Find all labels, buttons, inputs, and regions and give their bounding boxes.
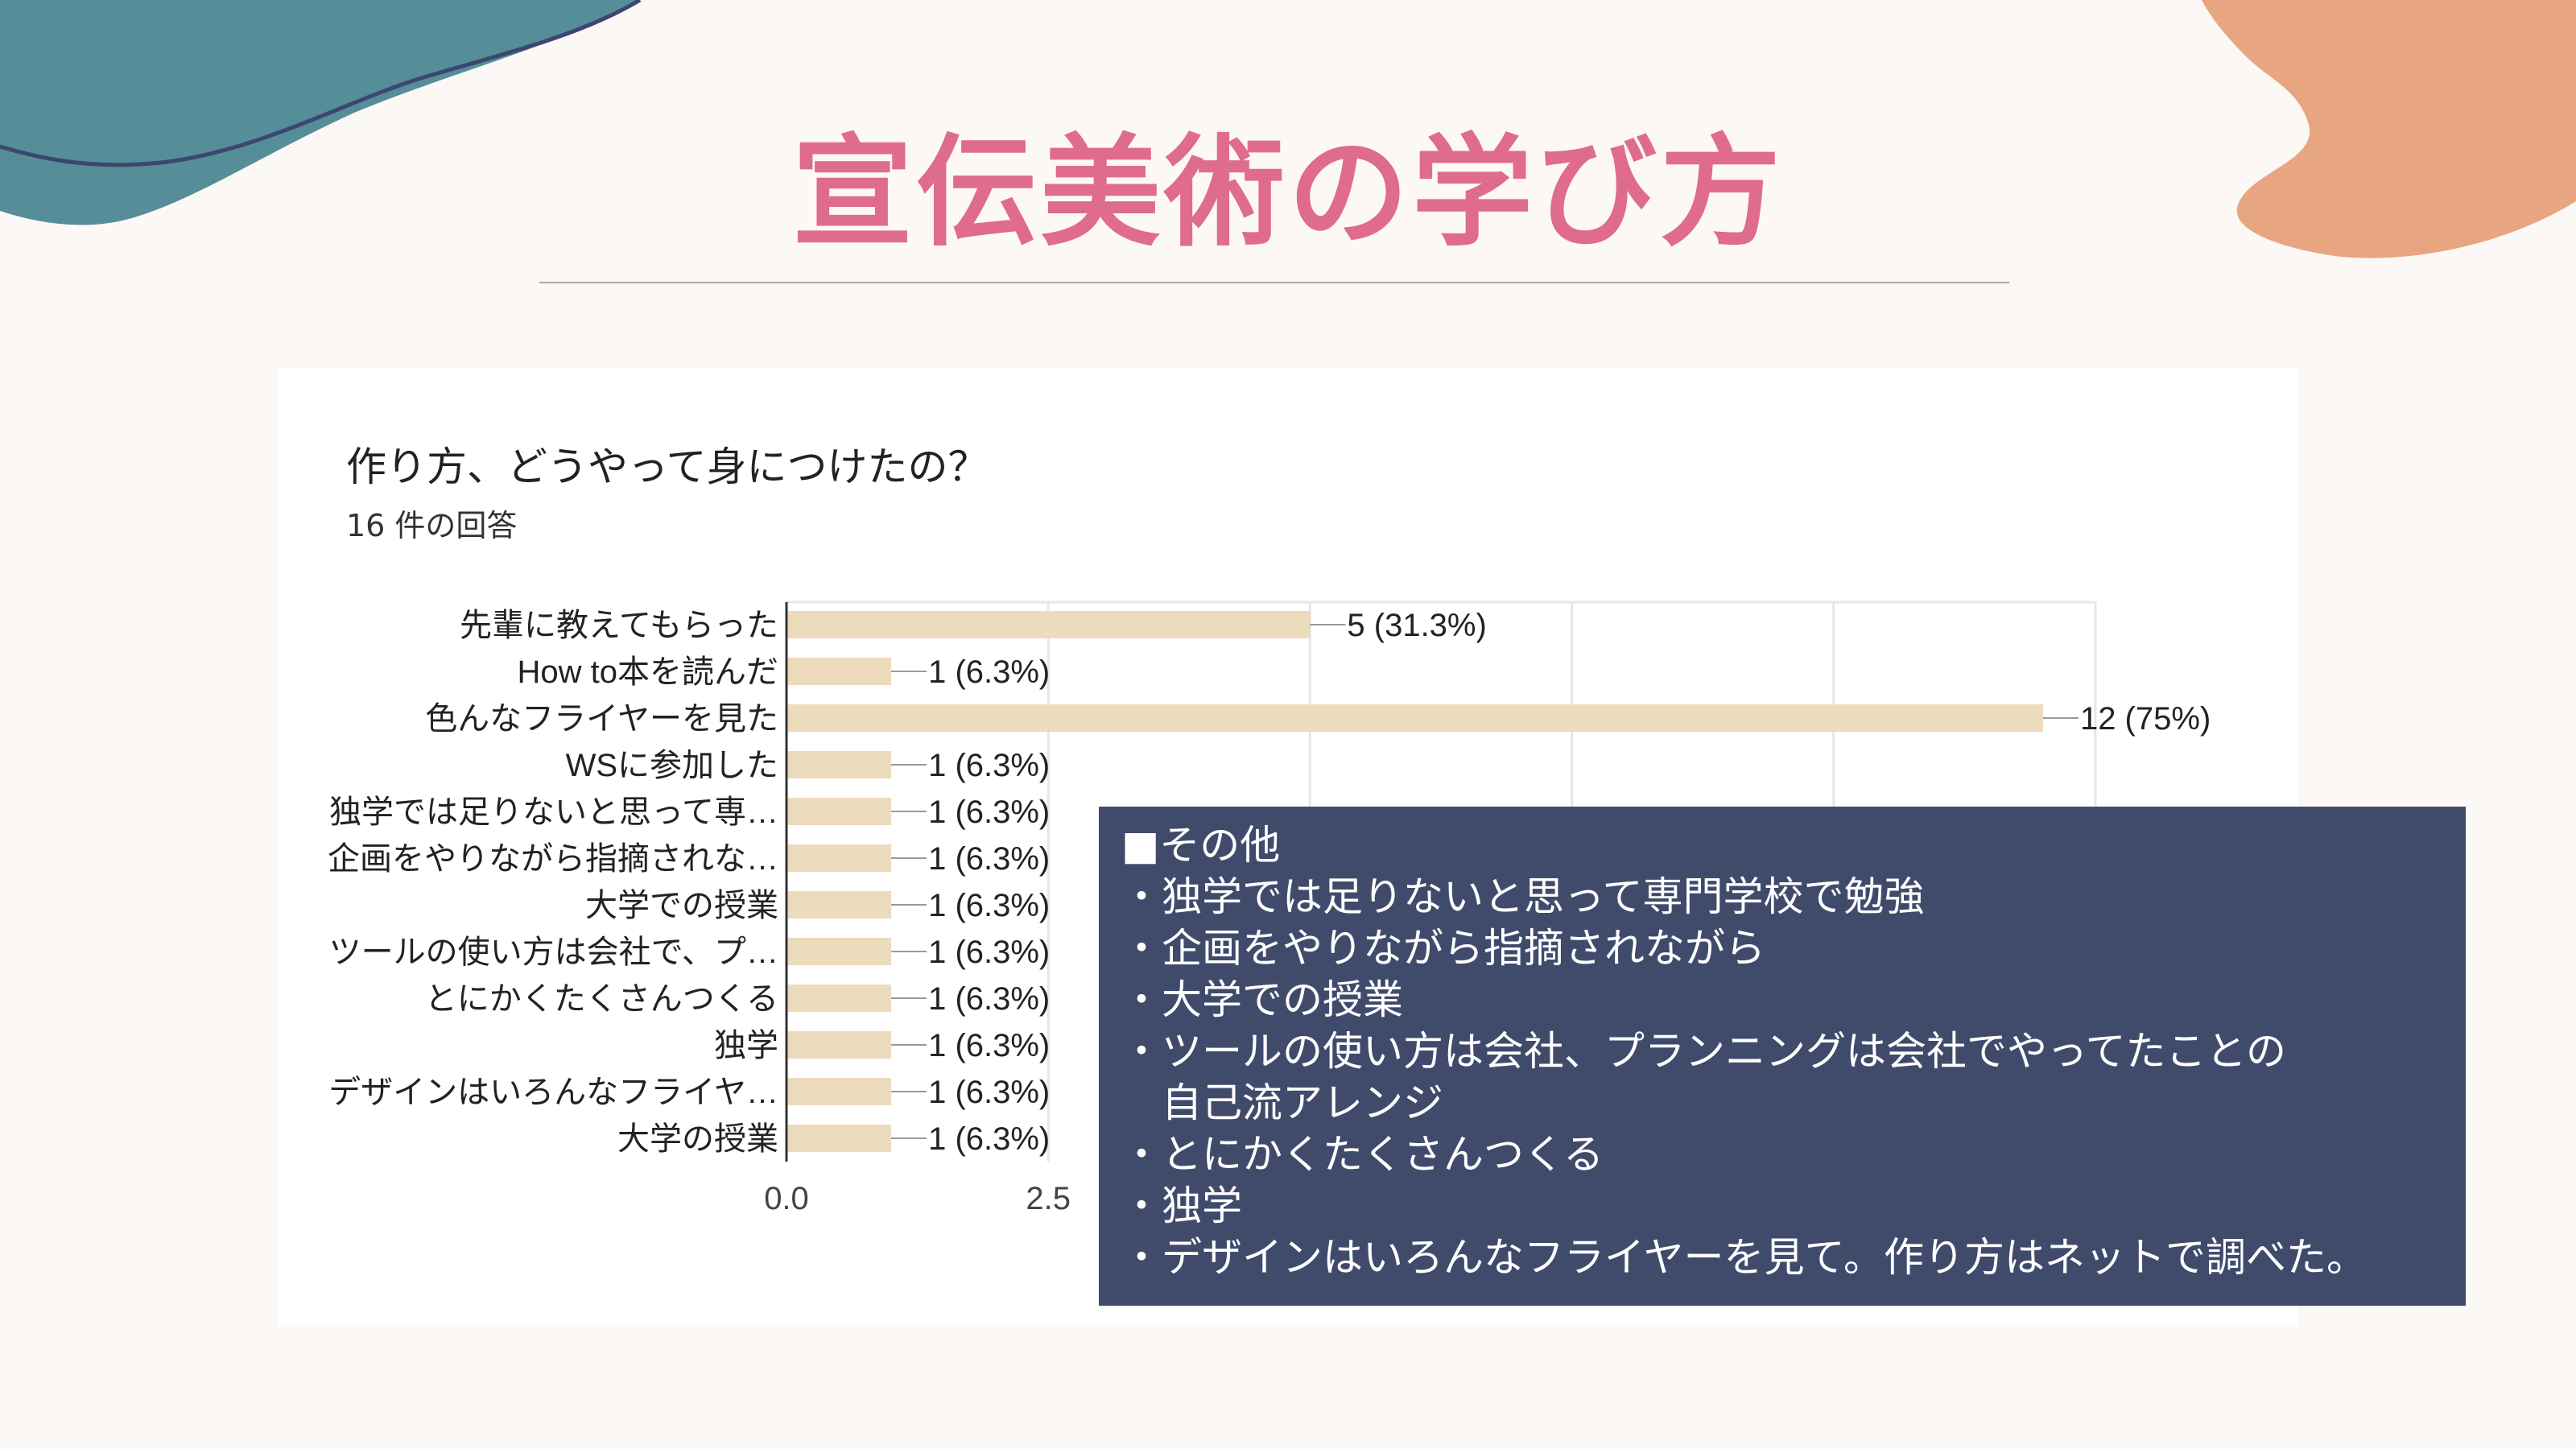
data-label: 1 (6.3%) <box>928 935 1050 970</box>
data-label: 1 (6.3%) <box>928 841 1050 877</box>
data-label: 1 (6.3%) <box>928 654 1050 690</box>
data-label: 1 (6.3%) <box>928 1121 1050 1157</box>
peach-blob <box>2202 0 2576 258</box>
other-answers-list: ・独学では足りないと思って専門学校で勉強 ・企画をやりながら指摘されながら ・大学で… <box>1121 871 2443 1283</box>
category-label: 色んなフライヤーを見た <box>425 701 778 737</box>
bar <box>786 844 892 872</box>
category-label: とにかくたくさんつくる <box>425 981 778 1017</box>
other-answer-item: ・デザインはいろんなフライヤーを見て。作り方はネットで調べた。 <box>1121 1234 2367 1281</box>
category-label: デザインはいろんなフライヤ… <box>328 1075 778 1110</box>
bar <box>786 798 892 825</box>
category-label: 独学 <box>714 1028 778 1063</box>
other-answer-item: ・大学での授業 <box>1121 976 1403 1023</box>
bar <box>786 985 892 1012</box>
category-label: 大学の授業 <box>617 1121 778 1157</box>
data-label: 1 (6.3%) <box>928 1075 1050 1110</box>
data-label: 1 (6.3%) <box>928 888 1050 923</box>
other-answer-item: ・独学では足りないと思って専門学校で勉強 <box>1121 873 1925 920</box>
category-label: ツールの使い方は会社で、プ… <box>329 935 778 970</box>
bar <box>786 751 892 778</box>
teal-blob <box>0 0 640 225</box>
data-label: 1 (6.3%) <box>928 1028 1050 1063</box>
chart-response-count: 16 件の回答 <box>346 508 518 543</box>
category-label: 大学での授業 <box>585 888 778 923</box>
category-label: 企画をやりながら指摘されな… <box>328 841 778 877</box>
chart-title: 作り方、どうやって身につけたの？ <box>346 444 989 490</box>
other-answers-box: ■その他 ・独学では足りないと思って専門学校で勉強 ・企画をやりながら指摘されなが… <box>1099 807 2466 1306</box>
bar <box>786 938 892 965</box>
other-answers-heading: ■その他 <box>1121 822 1281 869</box>
bar <box>786 611 1311 638</box>
category-label: 独学では足りないと思って専… <box>329 795 778 830</box>
bar <box>786 658 892 685</box>
bar <box>786 1078 892 1105</box>
data-label: 12 (75%) <box>2080 701 2211 737</box>
bar-chart: 5 (31.3%) 先輩に教えてもらった 1 (6.3%) How to本を読んだ 12… <box>328 601 2211 1216</box>
bar <box>786 1125 892 1152</box>
title-divider <box>539 282 2009 283</box>
x-tick-label: 0.0 <box>764 1181 809 1216</box>
navy-wave-line <box>0 0 642 167</box>
other-answer-item: ・とにかくたくさんつくる <box>1121 1131 1604 1178</box>
category-label: WSに参加した <box>566 748 778 783</box>
bar <box>786 891 892 919</box>
slide-title: 宣伝美術の学び方 <box>791 123 1784 263</box>
data-label: 1 (6.3%) <box>928 748 1050 783</box>
x-tick-label: 2.5 <box>1026 1181 1071 1216</box>
bar <box>786 1031 892 1059</box>
data-label: 1 (6.3%) <box>928 795 1050 830</box>
category-label: 先輩に教えてもらった <box>460 608 778 643</box>
bar <box>786 704 2043 732</box>
other-answer-item: ・ツールの使い方は会社、プランニングは会社でやってたことの 自己流アレンジ <box>1121 1028 2286 1126</box>
other-answer-item: ・企画をやりながら指摘されながら <box>1121 925 1765 972</box>
data-label: 5 (31.3%) <box>1347 608 1486 643</box>
category-label: How to本を読んだ <box>518 654 779 690</box>
data-label: 1 (6.3%) <box>928 981 1050 1017</box>
other-answer-item: ・独学 <box>1121 1183 1242 1229</box>
